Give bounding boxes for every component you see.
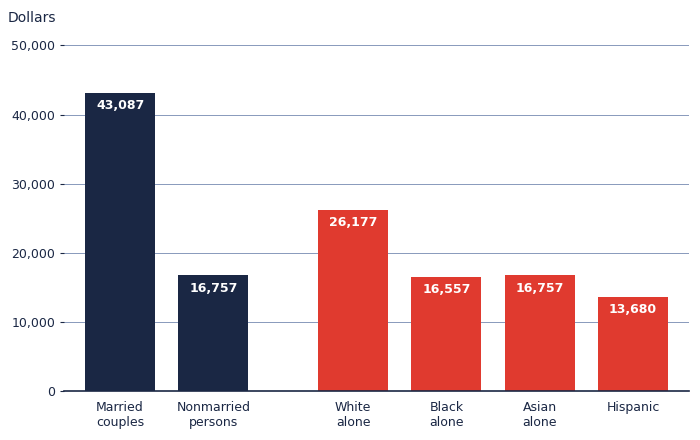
Bar	[318, 210, 388, 391]
Text: 16,757: 16,757	[189, 282, 237, 294]
Bar	[85, 93, 155, 391]
Bar	[412, 277, 482, 391]
Bar	[505, 275, 575, 391]
Bar	[178, 275, 248, 391]
Text: 26,177: 26,177	[329, 216, 377, 229]
Text: 16,557: 16,557	[422, 283, 470, 296]
Text: Dollars: Dollars	[8, 11, 57, 25]
Text: 13,680: 13,680	[609, 303, 657, 316]
Text: 43,087: 43,087	[96, 99, 144, 113]
Text: 16,757: 16,757	[515, 282, 564, 294]
Bar	[598, 297, 668, 391]
